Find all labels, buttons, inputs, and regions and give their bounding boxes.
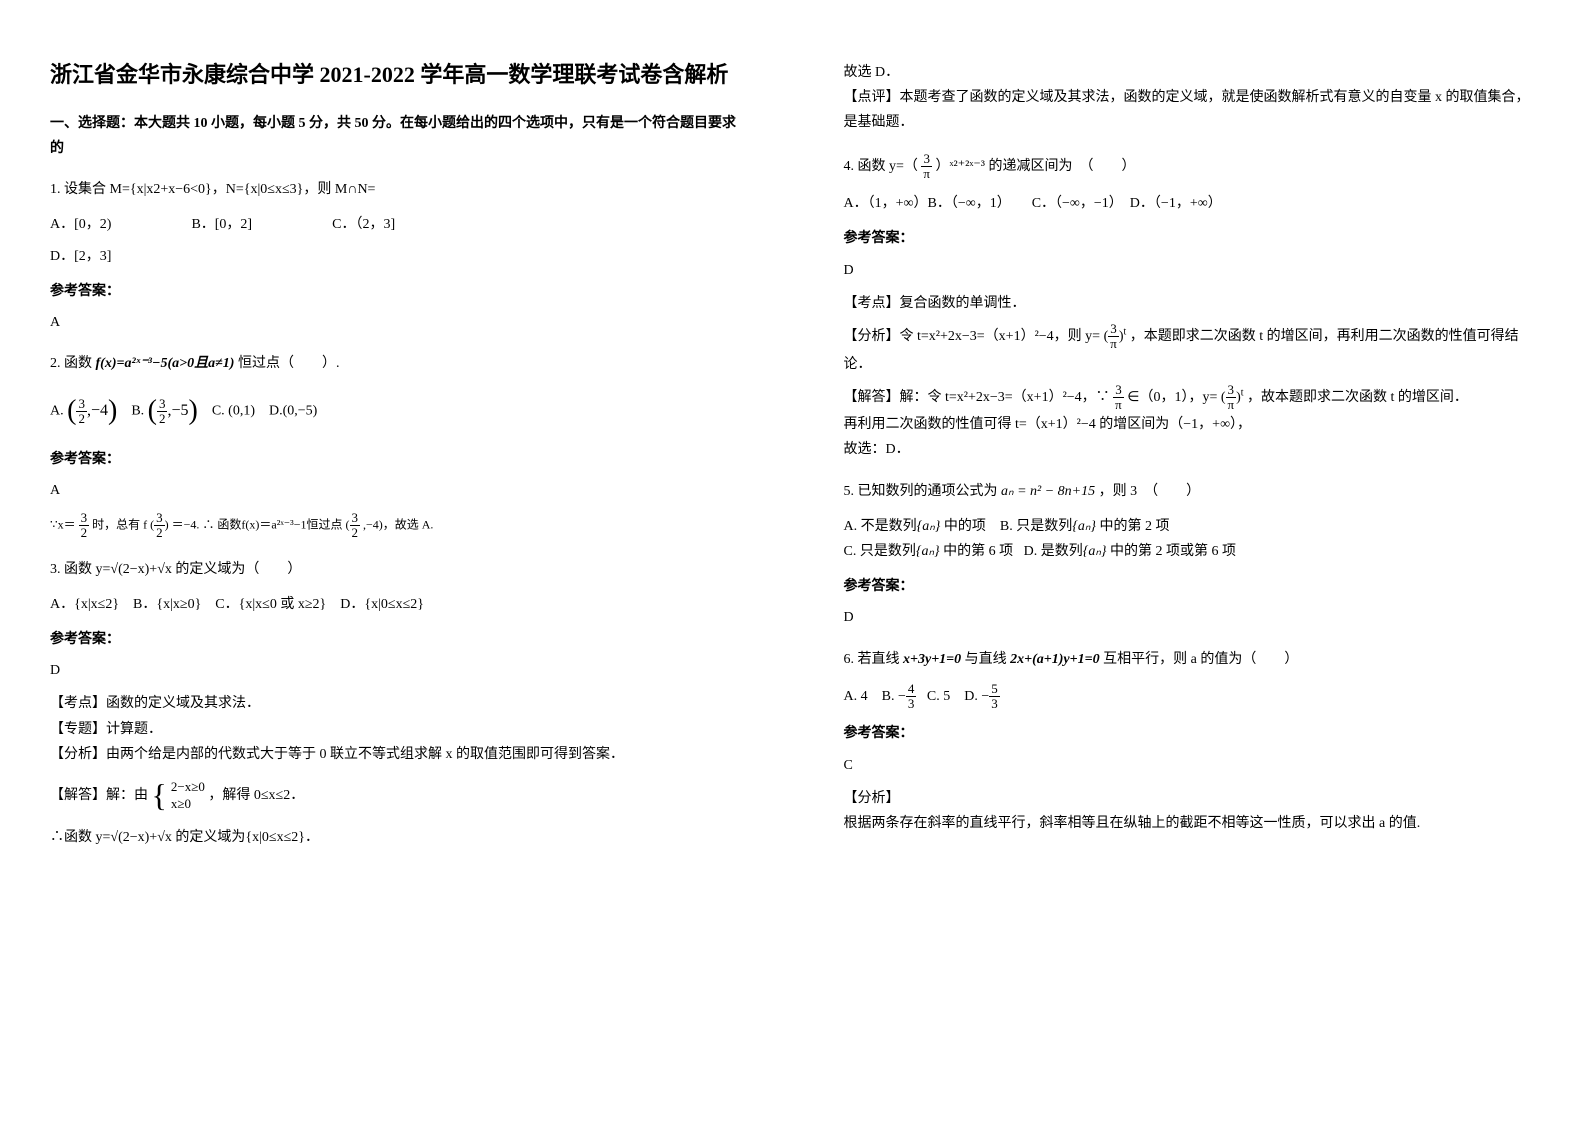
left-column: 浙江省金华市永康综合中学 2021-2022 学年高一数学理联考试卷含解析 一、…	[0, 0, 794, 1122]
q6-opt-b-label: B.	[882, 689, 895, 704]
q6-opt-c: C. 5	[927, 689, 950, 704]
q6-analysis: 根据两条存在斜率的直线平行，斜率相等且在纵轴上的截距不相等这一性质，可以求出 a…	[844, 811, 1538, 836]
q4-stem: 4. 函数 y=（ 3π ）ˣ²⁺²ˣ⁻³ 的递减区间为 （ ）	[844, 152, 1538, 182]
q6-answer: C	[844, 753, 1538, 778]
q1-stem: 1. 设集合 M={x|x2+x−6<0}，N={x|0≤x≤3}，则 M∩N=	[50, 177, 744, 202]
q3-conclusion: ∴函数 y=√(2−x)+√x 的定义域为{x|0≤x≤2}．	[50, 825, 744, 850]
q5-answer-label: 参考答案：	[844, 574, 1538, 599]
document-title: 浙江省金华市永康综合中学 2021-2022 学年高一数学理联考试卷含解析	[50, 60, 744, 91]
q3-answer-label: 参考答案：	[50, 627, 744, 652]
q2-stem-suffix: 恒过点（ ）.	[238, 356, 340, 371]
q5-stem: 5. 已知数列的通项公式为 aₙ = n² − 8n+15 ，则 3 （ ）	[844, 479, 1538, 504]
q6-analysis-label: 【分析】	[844, 786, 1538, 811]
q1-answer: A	[50, 310, 744, 335]
q3-topic: 【专题】计算题．	[50, 717, 744, 742]
q2-answer-label: 参考答案：	[50, 447, 744, 472]
q2-stem-math: f(x)=a²ˣ⁻³−5(a>0且a≠1)	[96, 356, 235, 371]
q1-opt-d: D．[2，3]	[50, 244, 111, 269]
q4-answer-label: 参考答案：	[844, 226, 1538, 251]
q2-opt-a-label: A.	[50, 404, 64, 419]
q4-options: A．（1，+∞）B．（−∞，1） C．（−∞，−1） D．（−1，+∞）	[844, 191, 1538, 216]
q2-opt-b-frac: 32 ,−5	[148, 386, 198, 436]
q1-opt-b: B．[0，2]	[191, 212, 252, 237]
q1-answer-label: 参考答案：	[50, 279, 744, 304]
q6-opt-a: A. 4	[844, 689, 868, 704]
q4-line2: 再利用二次函数的性值可得 t=（x+1）²−4 的增区间为（−1，+∞），	[844, 412, 1538, 437]
q2-opt-d: D.(0,−5)	[269, 404, 317, 419]
q2-opt-c: C. (0,1)	[212, 404, 255, 419]
q3-choice: 故选 D．	[844, 60, 1538, 85]
q5-answer: D	[844, 605, 1538, 630]
q3-answer: D	[50, 658, 744, 683]
q1-opt-c: C．（2，3]	[332, 212, 395, 237]
q2-answer: A	[50, 478, 744, 503]
q4-analysis: 【分析】令 t=x²+2x−3=（x+1）²−4，则 y= (3π)t ，本题即…	[844, 322, 1538, 377]
q6-options: A. 4 B. −43 C. 5 D. −53	[844, 682, 1538, 712]
q4-point: 【考点】复合函数的单调性．	[844, 291, 1538, 316]
q2-options: A. 32 ,−4 B. 32 ,−5 C. (0,1) D.(0,−5)	[50, 386, 744, 436]
q3-stem-prefix: 3. 函数	[50, 562, 96, 577]
q5-options: A. 不是数列{aₙ} 中的项 B. 只是数列{aₙ} 中的第 2 项 C. 只…	[844, 514, 1538, 564]
q6-stem: 6. 若直线 x+3y+1=0 与直线 2x+(a+1)y+1=0 互相平行，则…	[844, 647, 1538, 672]
q3-options: A．{x|x≤2} B．{x|x≥0} C．{x|x≤0 或 x≥2} D．{x…	[50, 592, 744, 617]
q3-stem: 3. 函数 y=√(2−x)+√x 的定义域为（ ）	[50, 557, 744, 582]
q2-opt-a-frac: 32 ,−4	[67, 386, 117, 436]
q4-line3: 故选：D．	[844, 437, 1538, 462]
q3-stem-suffix: 的定义域为（ ）	[175, 562, 301, 577]
q4-solve: 【解答】解：令 t=x²+2x−3=（x+1）²−4，∵ 3π ∈（0，1），y…	[844, 383, 1538, 413]
q1-opt-a: A．[0，2)	[50, 212, 111, 237]
q4-answer: D	[844, 258, 1538, 283]
q6-answer-label: 参考答案：	[844, 721, 1538, 746]
q2-explanation: ∵x＝ 32 时，总有 f (32) ＝−4. ∴ 函数f(x)＝a²ˣ⁻³−1…	[50, 511, 744, 541]
right-column: 故选 D． 【点评】本题考查了函数的定义域及其求法，函数的定义域，就是使函数解析…	[794, 0, 1587, 1122]
q3-solve: 【解答】解：由 2−x≥0 x≥0 ，解得 0≤x≤2．	[50, 767, 744, 825]
q3-stem-math: y=√(2−x)+√x	[96, 562, 172, 577]
q2-opt-b-label: B.	[131, 404, 144, 419]
q2-stem: 2. 函数 f(x)=a²ˣ⁻³−5(a>0且a≠1) 恒过点（ ）.	[50, 351, 744, 376]
q3-analysis: 【分析】由两个给是内部的代数式大于等于 0 联立不等式组求解 x 的取值范围即可…	[50, 742, 744, 767]
q2-stem-prefix: 2. 函数	[50, 356, 96, 371]
q1-options: A．[0，2) B．[0，2] C．（2，3] D．[2，3]	[50, 212, 744, 268]
section-1-header: 一、选择题：本大题共 10 小题，每小题 5 分，共 50 分。在每小题给出的四…	[50, 111, 744, 161]
q6-opt-d-label: D.	[964, 689, 978, 704]
q3-point: 【考点】函数的定义域及其求法．	[50, 691, 744, 716]
q3-comment: 【点评】本题考查了函数的定义域及其求法，函数的定义域，就是使函数解析式有意义的自…	[844, 85, 1538, 135]
